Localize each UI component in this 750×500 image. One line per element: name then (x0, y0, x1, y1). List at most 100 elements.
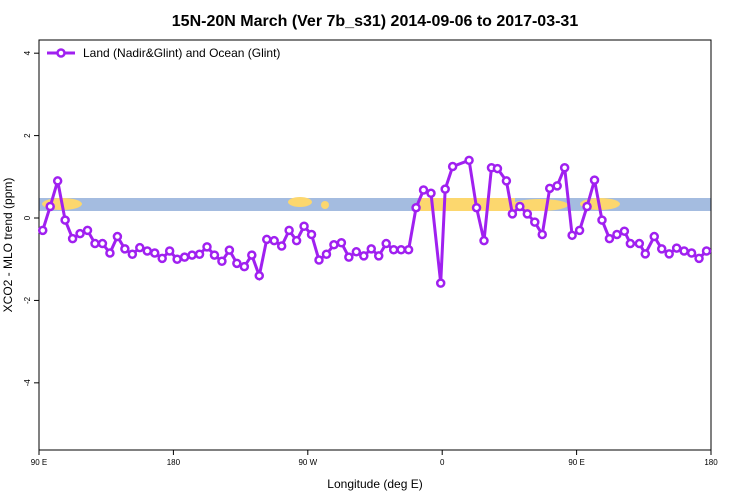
data-point (396, 244, 406, 255)
data-point (37, 225, 48, 236)
x-tick-label: 90 E (31, 458, 47, 467)
data-point (261, 234, 272, 245)
x-tick-label: 90 E (568, 458, 584, 467)
data-point (254, 270, 265, 281)
data-point (209, 250, 220, 260)
data-point (142, 246, 153, 256)
data-point (269, 235, 279, 246)
data-point (649, 231, 660, 242)
data-point (224, 245, 235, 255)
data-point (582, 201, 592, 212)
data-point (440, 184, 450, 194)
data-point (164, 246, 175, 256)
data-point (344, 252, 354, 262)
data-point (544, 183, 555, 194)
data-point (194, 249, 205, 260)
data-point (530, 217, 540, 227)
data-point (537, 229, 548, 240)
data-point (127, 249, 138, 260)
data-point (418, 185, 429, 195)
data-point (403, 244, 414, 255)
data-point (694, 253, 704, 264)
y-tick-label: 4 (23, 50, 32, 55)
data-point (359, 251, 369, 261)
data-point (664, 249, 674, 259)
data-point (239, 261, 250, 272)
data-point (471, 202, 482, 213)
data-point (112, 231, 123, 242)
chart-title: 15N-20N March (Ver 7b_s31) 2014-09-06 to… (172, 13, 579, 30)
data-point (507, 209, 518, 219)
data-point (686, 248, 697, 258)
x-tick-label: 180 (167, 458, 181, 467)
data-point (149, 248, 160, 258)
legend-label: Land (Nadir&Glint) and Ocean (Glint) (83, 46, 280, 60)
data-point (172, 254, 182, 264)
data-point (640, 249, 651, 259)
data-point (679, 246, 689, 256)
data-point (291, 235, 302, 246)
data-point (426, 188, 436, 199)
data-point (435, 278, 446, 288)
x-tick-label: 180 (704, 458, 718, 467)
data-point (351, 247, 362, 257)
data-point (612, 229, 622, 240)
data-point (625, 238, 636, 249)
data-point (187, 250, 197, 260)
data-point (447, 161, 458, 172)
data-point (52, 176, 63, 186)
data-point (366, 244, 377, 254)
data-point (45, 201, 55, 212)
data-point (314, 255, 324, 265)
y-tick-label: 0 (23, 215, 32, 220)
data-point (492, 163, 503, 174)
data-point (202, 242, 212, 252)
data-point (217, 256, 227, 267)
data-point (276, 241, 287, 251)
data-point (284, 225, 294, 236)
data-point (157, 253, 167, 264)
data-point (373, 251, 384, 261)
data-point (515, 201, 525, 212)
data-point (299, 221, 309, 232)
data-point (135, 242, 145, 253)
x-axis-label: Longitude (deg E) (327, 477, 422, 491)
data-point (82, 225, 93, 236)
data-point (604, 233, 615, 244)
data-point (619, 226, 630, 236)
data-point (589, 175, 600, 185)
y-tick-label: 2 (23, 133, 32, 138)
data-point (60, 215, 70, 225)
data-point (522, 209, 533, 219)
data-point (597, 215, 607, 225)
data-point (67, 233, 78, 244)
data-point (464, 155, 474, 166)
data-point (388, 244, 399, 255)
x-tick-label: 0 (440, 458, 445, 467)
data-point (179, 252, 190, 262)
data-point (321, 249, 332, 260)
data-point (501, 176, 512, 186)
data-point (232, 258, 242, 269)
data-point (306, 229, 317, 240)
data-point (559, 162, 570, 173)
data-point (381, 238, 391, 249)
data-point (120, 244, 130, 254)
data-point (656, 244, 667, 254)
data-point (329, 240, 339, 250)
data-point (90, 238, 100, 249)
data-point (671, 243, 682, 253)
data-point (574, 225, 585, 236)
data-point (336, 237, 347, 248)
data-point (552, 181, 562, 191)
data-point (411, 202, 421, 213)
data-point (105, 248, 115, 258)
y-tick-label: -4 (23, 379, 32, 387)
data-point (567, 230, 577, 241)
data-point (634, 238, 645, 249)
data-point (97, 238, 108, 249)
y-axis-label: XCO2 - MLO trend (ppm) (1, 178, 15, 313)
plot-frame (38, 39, 712, 451)
data-point (75, 228, 85, 239)
